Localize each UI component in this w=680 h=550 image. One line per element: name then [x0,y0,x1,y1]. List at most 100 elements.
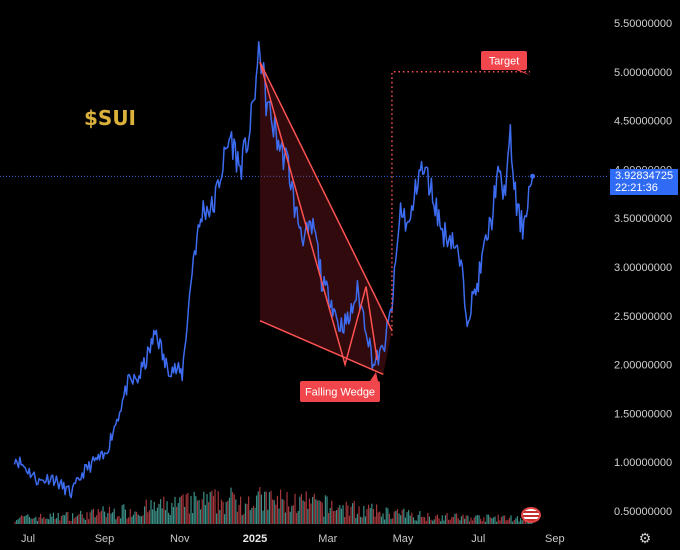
volume-bar [364,516,367,524]
volume-bar [388,513,391,524]
volume-bar [284,512,287,524]
volume-bar [193,491,195,524]
gear-icon[interactable]: ⚙ [638,530,652,546]
volume-bar [361,517,363,524]
volume-bar [456,513,458,524]
volume-bar [278,508,280,524]
volume-bar [128,517,130,524]
volume-bar [348,515,351,524]
volume-bar [235,499,237,524]
volume-bar [411,512,413,524]
volume-bar [232,492,234,524]
volume-bar [334,510,336,524]
volume-bar [32,518,34,524]
volume-bar [248,496,250,524]
us-flag-icon[interactable] [521,507,541,523]
volume-bar [289,511,291,524]
volume-bar [64,515,66,524]
volume-bar [272,499,274,524]
volume-bar [187,492,189,524]
volume-bar [352,503,354,524]
volume-bar [374,516,376,524]
volume-bar [444,515,447,524]
volume-bar [267,509,269,524]
volume-bar [473,517,475,524]
volume-bar [120,518,122,524]
volume-bar [38,517,40,524]
volume-bar [184,506,186,524]
volume-bar [99,512,101,524]
volume-bar [136,511,138,524]
volume-bar [92,508,95,524]
volume-bar [412,517,415,524]
current-price-badge: 3.92834725 22:21:36 [610,169,678,195]
volume-bar [20,515,23,524]
volume-bar [228,497,231,524]
volume-bar [144,506,146,524]
volume-bar [339,505,341,524]
volume-bar [291,505,293,524]
volume-bar [206,494,208,524]
volume-bar [156,507,159,524]
volume-bar [377,512,379,524]
volume-bar [316,500,319,524]
volume-bar [440,521,442,524]
volume-bar [60,516,63,524]
volume-bar [252,505,255,524]
volume-bar [265,491,267,524]
volume-bar [273,500,275,524]
volume-bar [89,512,91,524]
volume-bar [398,513,400,524]
volume-bar [22,516,24,524]
volume-bar [153,501,155,524]
volume-bar [102,506,104,524]
volume-bar [108,506,111,524]
volume-bar [67,511,69,524]
volume-bar [198,500,200,524]
volume-bar [65,512,67,524]
volume-bar [312,496,314,524]
volume-bar [368,504,370,524]
volume-bar [139,515,141,524]
last-price-dot [530,173,536,179]
volume-bar [336,510,338,524]
volume-bar [168,512,170,524]
volume-bar [438,518,440,524]
volume-bar [342,505,344,524]
volume-bar [123,504,125,524]
volume-bar [392,518,394,524]
volume-bar [107,513,109,524]
volume-bar [209,492,211,524]
volume-bar [400,515,402,524]
volume-bar [179,497,181,524]
volume-bar [452,517,455,524]
volume-bar [96,515,98,524]
volume-bar [288,506,290,524]
volume-bar [81,514,83,524]
volume-bar [403,508,405,524]
volume-bar [262,510,264,524]
volume-bar [414,520,416,524]
wedge-lower-line [259,319,384,376]
volume-bar [408,510,410,524]
target-label: Target [489,56,520,68]
volume-bar [192,513,194,524]
volume-bar [323,516,325,524]
volume-bar [496,521,498,524]
volume-bar [515,518,517,524]
volume-bar [256,495,258,524]
volume-bar [459,520,461,524]
volume-bar [219,509,221,524]
volume-bar [300,493,303,524]
volume-bar [304,501,306,524]
volume-bar [140,516,143,524]
volume-bar [320,501,322,524]
volume-bar [243,513,245,524]
volume-bar [379,511,381,524]
volume-bar [84,519,87,524]
volume-bar [204,504,207,524]
volume-bar [195,496,197,524]
volume-bar [350,506,352,524]
volume-bar [33,518,35,524]
